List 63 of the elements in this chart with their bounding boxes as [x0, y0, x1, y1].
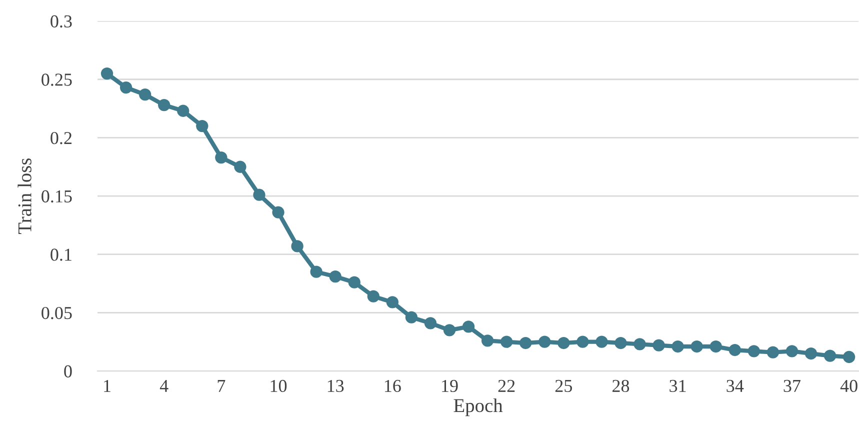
point: [728, 344, 741, 356]
y-tick-label: 0.15: [42, 190, 72, 203]
point: [690, 340, 703, 353]
point: [405, 311, 418, 324]
x-tick-label: 37: [784, 380, 800, 392]
point: [196, 120, 208, 132]
point: [234, 160, 246, 173]
x-axis-title: Epoch: [454, 398, 503, 416]
x-tick-label: 13: [328, 380, 344, 392]
x-tick-label: 4: [160, 380, 168, 392]
point: [272, 206, 284, 218]
x-tick-label: 22: [498, 380, 515, 392]
point: [367, 290, 380, 302]
point: [291, 240, 304, 252]
y-tick-label: 0.05: [42, 306, 72, 320]
point: [386, 296, 398, 308]
y-tick-label: 0.1: [50, 248, 72, 261]
x-tick-label: 19: [442, 380, 458, 392]
x-tick-label: 40: [840, 380, 858, 392]
point: [786, 345, 798, 358]
point: [766, 346, 780, 358]
point: [481, 334, 494, 347]
point: [120, 81, 132, 94]
point: [672, 340, 684, 353]
point: [748, 345, 760, 358]
point: [652, 339, 665, 352]
y-tick-label: 0.25: [42, 74, 72, 86]
point: [253, 188, 266, 201]
point: [614, 336, 627, 350]
point: [558, 336, 570, 350]
point: [710, 340, 722, 353]
point: [424, 317, 437, 330]
y-tick-label: 0.2: [50, 132, 72, 144]
point: [310, 266, 322, 278]
point: [215, 151, 228, 164]
x-tick-label: 31: [670, 380, 686, 392]
y-axis-title: Train loss: [18, 158, 32, 234]
point: [100, 67, 114, 80]
point: [576, 336, 589, 348]
point: [158, 98, 170, 112]
x-tick-label: 28: [612, 380, 630, 392]
point: [842, 350, 856, 364]
point: [804, 347, 818, 360]
point: [329, 270, 342, 283]
x-tick-label: 7: [218, 380, 226, 392]
point: [634, 338, 646, 350]
point: [824, 350, 836, 362]
x-tick-label: 16: [384, 380, 401, 392]
point: [462, 320, 475, 333]
point: [138, 88, 152, 101]
x-tick-label: 25: [555, 380, 572, 392]
point: [520, 336, 532, 350]
y-tick-label: 0.3: [50, 15, 72, 28]
x-tick-label: 34: [726, 380, 744, 392]
point: [500, 336, 513, 348]
point: [348, 276, 360, 288]
x-tick-label: 10: [270, 380, 287, 392]
point: [538, 336, 551, 348]
y-tick-label: 0: [64, 365, 72, 378]
point: [177, 104, 190, 117]
x-tick-label: 1: [104, 380, 110, 392]
point: [596, 336, 608, 348]
point: [443, 324, 456, 336]
